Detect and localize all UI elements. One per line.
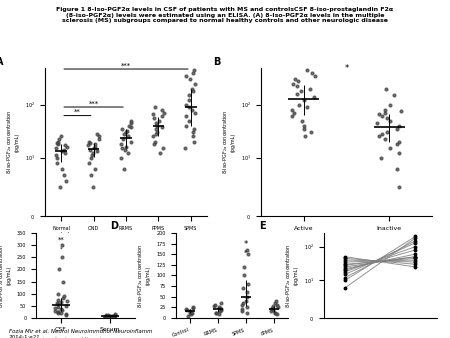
Text: © 2014 American Academy of Neurology: © 2014 American Academy of Neurology xyxy=(9,337,110,338)
Text: Fozia Mir et al. Neurol Neuroimmunol Neuroinﬂamm
2014;1:e21: Fozia Mir et al. Neurol Neuroimmunol Neu… xyxy=(9,329,153,338)
Text: E: E xyxy=(259,221,266,231)
Y-axis label: 8-Iso-PGF$_{2\alpha}$ concentration
(pg/mL): 8-Iso-PGF$_{2\alpha}$ concentration (pg/… xyxy=(284,243,299,308)
Text: *: * xyxy=(244,249,248,255)
Y-axis label: 8-Iso-PGF$_{2\alpha}$ concentration
(pg/mL): 8-Iso-PGF$_{2\alpha}$ concentration (pg/… xyxy=(136,243,151,308)
Text: A: A xyxy=(0,57,4,67)
Y-axis label: 8-Iso-PGF$_{2\alpha}$ concentration
(pg/mL): 8-Iso-PGF$_{2\alpha}$ concentration (pg/… xyxy=(0,243,11,308)
Text: *: * xyxy=(244,240,248,249)
Y-axis label: 8-Iso-PGF$_{2\alpha}$ concentration
(pg/mL): 8-Iso-PGF$_{2\alpha}$ concentration (pg/… xyxy=(221,110,236,174)
Text: Figure 1 8-Iso-PGF2α levels in CSF of patients with MS and controlsCSF 8-iso-pro: Figure 1 8-Iso-PGF2α levels in CSF of pa… xyxy=(56,7,394,23)
Text: *: * xyxy=(59,246,62,251)
Text: D: D xyxy=(110,221,118,231)
Text: ***: *** xyxy=(89,100,99,106)
Y-axis label: 8-Iso-PGF$_{2\alpha}$ concentration
(pg/mL): 8-Iso-PGF$_{2\alpha}$ concentration (pg/… xyxy=(5,110,20,174)
Text: B: B xyxy=(213,57,220,67)
Text: **: ** xyxy=(74,109,81,115)
Text: **: ** xyxy=(58,237,64,243)
Text: ***: *** xyxy=(121,63,131,69)
Text: *: * xyxy=(344,64,349,73)
